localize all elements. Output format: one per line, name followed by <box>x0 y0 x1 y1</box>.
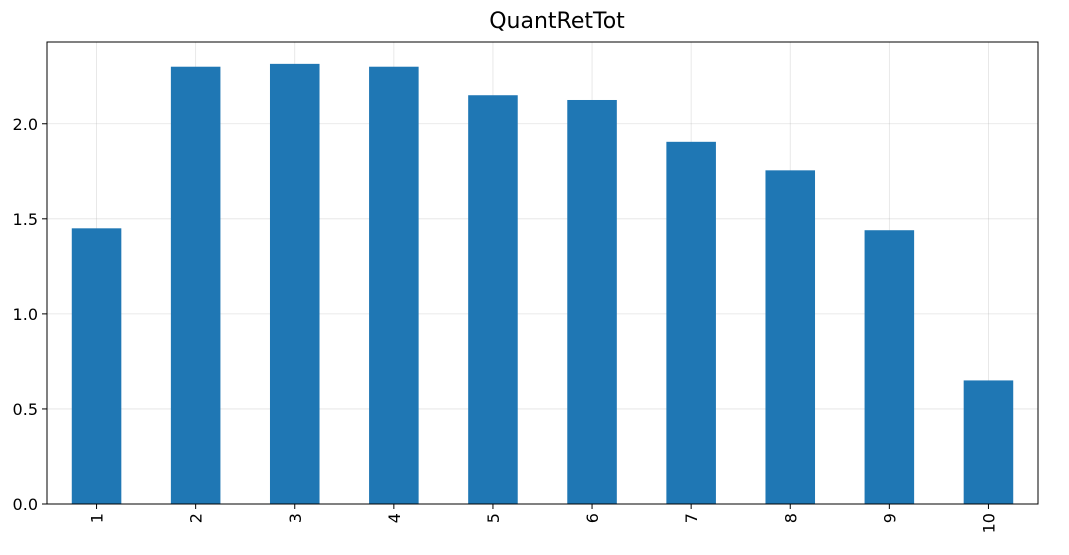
y-tick-label: 0.0 <box>13 495 38 514</box>
x-tick-label: 6 <box>583 513 602 523</box>
x-tick-label: 2 <box>187 513 206 523</box>
x-tick-label: 10 <box>979 513 998 533</box>
x-tick-label: 8 <box>781 513 800 523</box>
y-tick-label: 1.5 <box>13 210 38 229</box>
y-tick-label: 1.0 <box>13 305 38 324</box>
bar <box>71 228 122 504</box>
x-tick-label: 9 <box>880 513 899 523</box>
y-axis: 0.0 0.5 1.0 1.5 2.0 <box>13 115 47 514</box>
x-tick-label: 3 <box>286 513 305 523</box>
chart-title: QuantRetTot <box>489 9 625 34</box>
bar <box>765 170 816 505</box>
x-tick-label: 5 <box>484 513 503 523</box>
plot-frame <box>46 41 1039 505</box>
bar <box>170 66 221 504</box>
x-tick-label: 1 <box>88 513 107 523</box>
bar <box>567 99 617 504</box>
y-tick-label: 2.0 <box>13 115 38 134</box>
bar <box>963 380 1014 504</box>
x-axis: 1 2 3 4 5 6 7 8 9 10 <box>88 504 998 533</box>
bar <box>666 141 716 504</box>
y-tick-label: 0.5 <box>13 400 38 419</box>
x-tick-label: 7 <box>682 513 701 523</box>
bar <box>369 66 419 504</box>
bar <box>468 95 518 505</box>
bar <box>864 230 915 504</box>
bars <box>71 63 1014 505</box>
bar <box>269 63 320 504</box>
x-tick-label: 4 <box>385 513 404 523</box>
